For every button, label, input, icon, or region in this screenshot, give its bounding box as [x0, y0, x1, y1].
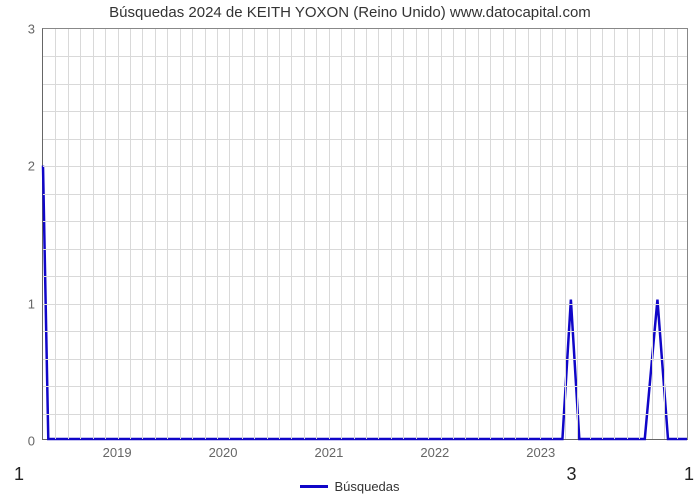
gridline-v — [229, 29, 230, 439]
gridline-v — [503, 29, 504, 439]
gridline-v — [614, 29, 615, 439]
gridline-v — [354, 29, 355, 439]
gridline-v — [378, 29, 379, 439]
gridline-v — [490, 29, 491, 439]
gridline-v — [552, 29, 553, 439]
x-tick-label: 2023 — [526, 445, 555, 460]
gridline-v — [465, 29, 466, 439]
gridline-v — [366, 29, 367, 439]
gridline-v — [192, 29, 193, 439]
legend-swatch — [300, 485, 328, 488]
gridline-v — [341, 29, 342, 439]
gridline-v — [68, 29, 69, 439]
y-tick-label: 0 — [28, 434, 35, 449]
gridline-v — [217, 29, 218, 439]
legend-label: Búsquedas — [334, 479, 399, 494]
gridline-v — [441, 29, 442, 439]
x-tick-label: 2022 — [420, 445, 449, 460]
gridline-v — [167, 29, 168, 439]
gridline-v — [205, 29, 206, 439]
y-tick-label: 1 — [28, 296, 35, 311]
gridline-v — [80, 29, 81, 439]
gridline-v — [391, 29, 392, 439]
gridline-v — [304, 29, 305, 439]
gridline-v — [155, 29, 156, 439]
gridline-v — [664, 29, 665, 439]
y-tick-label: 2 — [28, 159, 35, 174]
gridline-v — [515, 29, 516, 439]
corner-number-left: 1 — [14, 464, 24, 485]
gridline-v — [577, 29, 578, 439]
gridline-v — [142, 29, 143, 439]
gridline-v — [602, 29, 603, 439]
gridline-v — [267, 29, 268, 439]
gridline-v — [590, 29, 591, 439]
chart-plot-area: 012320192020202120222023 — [42, 28, 688, 440]
gridline-v — [677, 29, 678, 439]
x-tick-label: 2020 — [209, 445, 238, 460]
gridline-v — [118, 29, 119, 439]
gridline-v — [55, 29, 56, 439]
gridline-v — [428, 29, 429, 439]
corner-number-right: 1 — [684, 464, 694, 485]
gridline-v — [254, 29, 255, 439]
gridline-v — [93, 29, 94, 439]
corner-number-mid: 3 — [567, 464, 577, 485]
y-tick-label: 3 — [28, 22, 35, 37]
gridline-v — [403, 29, 404, 439]
chart-title: Búsquedas 2024 de KEITH YOXON (Reino Uni… — [0, 4, 700, 21]
gridline-v — [565, 29, 566, 439]
x-tick-label: 2019 — [103, 445, 132, 460]
gridline-v — [180, 29, 181, 439]
gridline-v — [279, 29, 280, 439]
gridline-v — [652, 29, 653, 439]
gridline-v — [242, 29, 243, 439]
gridline-v — [105, 29, 106, 439]
gridline-v — [627, 29, 628, 439]
gridline-v — [130, 29, 131, 439]
x-tick-label: 2021 — [314, 445, 343, 460]
gridline-v — [453, 29, 454, 439]
gridline-v — [416, 29, 417, 439]
gridline-v — [639, 29, 640, 439]
legend: Búsquedas — [0, 478, 700, 494]
gridline-v — [329, 29, 330, 439]
gridline-v — [540, 29, 541, 439]
gridline-v — [291, 29, 292, 439]
gridline-v — [528, 29, 529, 439]
gridline-v — [316, 29, 317, 439]
gridline-v — [478, 29, 479, 439]
